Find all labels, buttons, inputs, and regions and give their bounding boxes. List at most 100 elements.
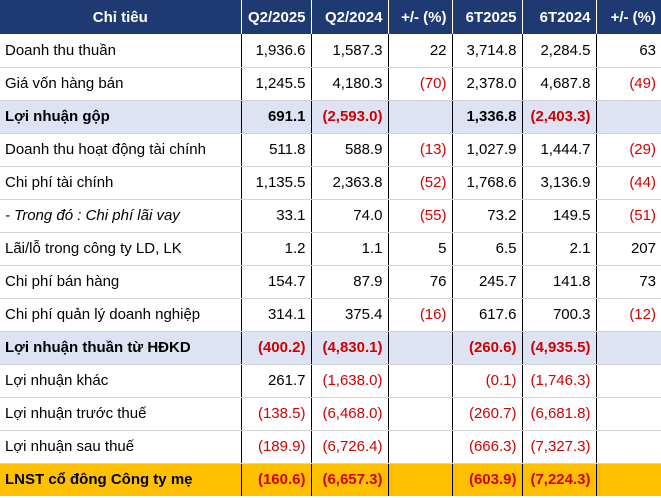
cell-6t2024: (7,327.3) <box>522 430 597 464</box>
cell-6t2024: 149.5 <box>522 199 597 233</box>
header-q2-change-pct: +/- (%) <box>388 0 453 34</box>
cell-q2-2024: (4,830.1) <box>311 331 389 365</box>
header-q2-2025: Q2/2025 <box>241 0 312 34</box>
cell-q2-2025: 511.8 <box>241 133 312 167</box>
row-label: Lợi nhuận trước thuế <box>0 397 242 431</box>
cell-6t-change-pct: 207 <box>596 232 661 266</box>
row-label: Lợi nhuận sau thuế <box>0 430 242 464</box>
row-label: Chi phí bán hàng <box>0 265 242 299</box>
cell-6t2025: 245.7 <box>452 265 523 299</box>
cell-6t2025: 6.5 <box>452 232 523 266</box>
cell-6t-change-pct <box>596 364 661 398</box>
header-indicator: Chỉ tiêu <box>0 0 242 34</box>
cell-q2-2025: 154.7 <box>241 265 312 299</box>
cell-6t-change-pct: 73 <box>596 265 661 299</box>
cell-q2-change-pct: (13) <box>388 133 453 167</box>
cell-q2-2025: 1,245.5 <box>241 67 312 101</box>
cell-6t2025: (603.9) <box>452 463 523 496</box>
cell-q2-2025: 33.1 <box>241 199 312 233</box>
cell-q2-2025: 261.7 <box>241 364 312 398</box>
cell-q2-change-pct: 5 <box>388 232 453 266</box>
cell-6t2024: 2.1 <box>522 232 597 266</box>
cell-6t2024: (4,935.5) <box>522 331 597 365</box>
table-body: Doanh thu thuần 1,936.6 1,587.3 22 3,714.8 2,… <box>0 34 661 496</box>
cell-6t-change-pct: (49) <box>596 67 661 101</box>
cell-6t-change-pct: (44) <box>596 166 661 200</box>
cell-q2-2024: (6,657.3) <box>311 463 389 496</box>
row-label: Lợi nhuận thuần từ HĐKD <box>0 331 242 365</box>
cell-q2-2025: 1.2 <box>241 232 312 266</box>
cell-6t2025: 617.6 <box>452 298 523 332</box>
cell-6t2025: (666.3) <box>452 430 523 464</box>
row-label: Doanh thu thuần <box>0 34 242 68</box>
row-label: Giá vốn hàng bán <box>0 67 242 101</box>
table-row: Lợi nhuận gộp 691.1 (2,593.0) 1,336.8 (2,403… <box>0 100 661 134</box>
cell-6t-change-pct: (12) <box>596 298 661 332</box>
table-header: Chỉ tiêu Q2/2025 Q2/2024 +/- (%) 6T2025 6T202… <box>0 0 661 34</box>
cell-6t-change-pct: 63 <box>596 34 661 68</box>
header-q2-2024: Q2/2024 <box>311 0 389 34</box>
cell-6t-change-pct <box>596 463 661 496</box>
row-label: Doanh thu hoạt động tài chính <box>0 133 242 167</box>
cell-q2-2025: (160.6) <box>241 463 312 496</box>
row-label: Lãi/lỗ trong công ty LD, LK <box>0 232 242 266</box>
header-row: Chỉ tiêu Q2/2025 Q2/2024 +/- (%) 6T2025 6T202… <box>0 0 661 34</box>
cell-q2-change-pct <box>388 463 453 496</box>
header-6t2025: 6T2025 <box>452 0 523 34</box>
cell-q2-change-pct <box>388 430 453 464</box>
cell-6t-change-pct <box>596 331 661 365</box>
cell-6t2024: 700.3 <box>522 298 597 332</box>
cell-q2-change-pct: (16) <box>388 298 453 332</box>
cell-6t2025: (0.1) <box>452 364 523 398</box>
cell-q2-2024: (6,468.0) <box>311 397 389 431</box>
table-row: Lợi nhuận thuần từ HĐKD (400.2) (4,830.1) (… <box>0 331 661 365</box>
cell-6t-change-pct <box>596 100 661 134</box>
cell-q2-2024: 87.9 <box>311 265 389 299</box>
cell-6t2024: 141.8 <box>522 265 597 299</box>
cell-6t2024: 2,284.5 <box>522 34 597 68</box>
cell-q2-2024: 588.9 <box>311 133 389 167</box>
table-row: Giá vốn hàng bán 1,245.5 4,180.3 (70) 2,378.… <box>0 67 661 101</box>
table-row: Lợi nhuận sau thuế (189.9) (6,726.4) (666.3… <box>0 430 661 464</box>
table-row: Chi phí bán hàng 154.7 87.9 76 245.7 141.8 73 <box>0 265 661 299</box>
cell-6t2025: 1,336.8 <box>452 100 523 134</box>
table-row: Lợi nhuận khác 261.7 (1,638.0) (0.1) (1,746.… <box>0 364 661 398</box>
cell-6t2025: 73.2 <box>452 199 523 233</box>
cell-q2-2025: (400.2) <box>241 331 312 365</box>
cell-q2-change-pct: (55) <box>388 199 453 233</box>
cell-q2-change-pct: 22 <box>388 34 453 68</box>
header-6t-change-pct: +/- (%) <box>596 0 661 34</box>
cell-q2-change-pct <box>388 331 453 365</box>
cell-q2-2024: 375.4 <box>311 298 389 332</box>
cell-6t2025: 3,714.8 <box>452 34 523 68</box>
cell-6t-change-pct <box>596 430 661 464</box>
cell-q2-change-pct <box>388 100 453 134</box>
cell-6t2024: 1,444.7 <box>522 133 597 167</box>
row-label: Chi phí quản lý doanh nghiệp <box>0 298 242 332</box>
header-6t2024: 6T2024 <box>522 0 597 34</box>
cell-6t2024: (1,746.3) <box>522 364 597 398</box>
cell-6t2024: 3,136.9 <box>522 166 597 200</box>
cell-q2-2025: 1,936.6 <box>241 34 312 68</box>
cell-6t2024: (7,224.3) <box>522 463 597 496</box>
cell-q2-2025: 1,135.5 <box>241 166 312 200</box>
cell-6t2025: 1,768.6 <box>452 166 523 200</box>
table-row: Doanh thu hoạt động tài chính 511.8 588.9(… <box>0 133 661 167</box>
cell-6t-change-pct: (51) <box>596 199 661 233</box>
cell-q2-change-pct: (70) <box>388 67 453 101</box>
cell-6t2025: (260.7) <box>452 397 523 431</box>
table-row: - Trong đó : Chi phí lãi vay 33.1 74.0 (55)… <box>0 199 661 233</box>
cell-q2-2025: (138.5) <box>241 397 312 431</box>
table-row: Lợi nhuận trước thuế (138.5) (6,468.0) (260… <box>0 397 661 431</box>
cell-q2-2024: 74.0 <box>311 199 389 233</box>
table-row: Chi phí quản lý doanh nghiệp 314.1 375.4 (1… <box>0 298 661 332</box>
cell-6t2024: (2,403.3) <box>522 100 597 134</box>
cell-q2-2024: 1,587.3 <box>311 34 389 68</box>
cell-q2-change-pct: 76 <box>388 265 453 299</box>
row-label: Lợi nhuận khác <box>0 364 242 398</box>
cell-q2-2025: 691.1 <box>241 100 312 134</box>
cell-q2-2025: (189.9) <box>241 430 312 464</box>
cell-6t-change-pct: (29) <box>596 133 661 167</box>
cell-q2-2024: (6,726.4) <box>311 430 389 464</box>
